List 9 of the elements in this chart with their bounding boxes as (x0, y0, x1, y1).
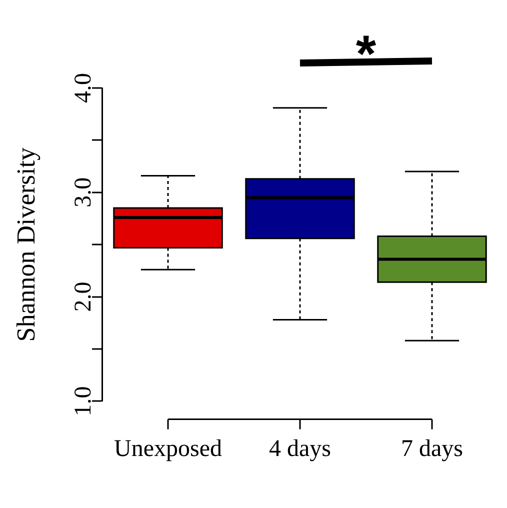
y-tick-label: 4.0 (70, 73, 96, 103)
y-tick-label: 2.0 (70, 282, 96, 312)
y-tick-label: 1.0 (70, 386, 96, 416)
x-tick-label: Unexposed (114, 436, 222, 462)
text: * (356, 25, 377, 84)
x-tick-label: 4 days (269, 436, 331, 462)
y-axis-title: Shannon Diversity (11, 147, 40, 342)
x-tick-label: 7 days (401, 436, 463, 462)
y-tick-label: 3.0 (70, 177, 96, 208)
